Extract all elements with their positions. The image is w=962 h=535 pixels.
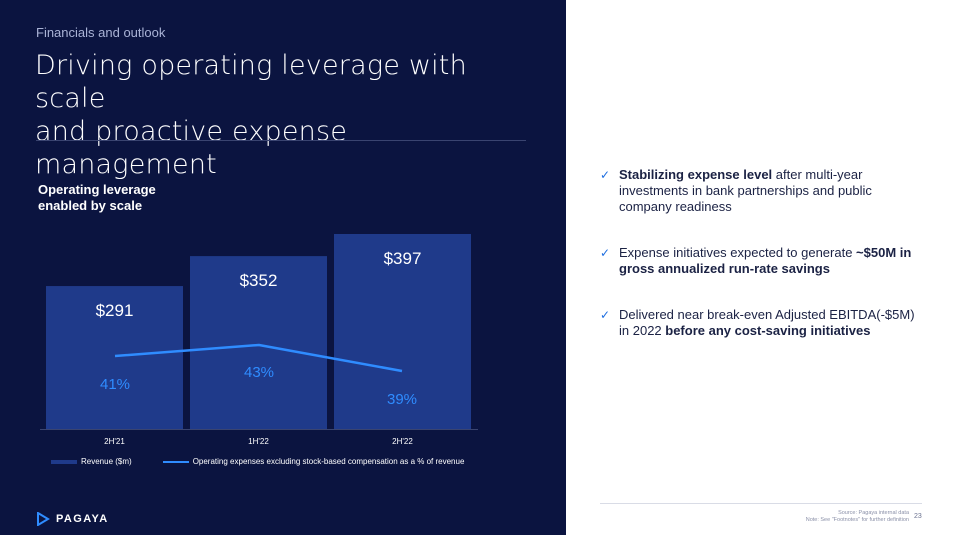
pagaya-logo: PAGAYA: [36, 512, 109, 526]
pagaya-logo-icon: [37, 512, 50, 526]
key-point-2: ✓ Expense initiatives expected to genera…: [600, 245, 920, 277]
opex-series-line: [114, 343, 403, 373]
x-tick-label: 2H'21: [104, 437, 125, 446]
revenue-bar-2H'21: [46, 286, 183, 429]
revenue-bar-label: $397: [384, 249, 422, 268]
opex-data-label: 39%: [387, 391, 417, 408]
key-point-2-bold: ~$50M in gross annualized run-rate savin…: [619, 245, 912, 276]
revenue-bar-label: $291: [96, 301, 134, 320]
section-eyebrow: Financials and outlook: [36, 25, 166, 40]
key-point-1: ✓ Stabilizing expense level after multi-…: [600, 167, 920, 215]
page-number: 23: [914, 513, 922, 520]
key-point-1-bold: Stabilizing expense level: [619, 167, 773, 182]
x-tick-label: 1H'22: [248, 437, 269, 446]
logo-wordmark: PAGAYA: [56, 513, 109, 525]
slide-title: Driving operating leverage with scale an…: [35, 49, 535, 181]
chart-title: Operating leverage enabled by scale: [38, 182, 198, 214]
source-line-2: Note: See "Footnotes" for further defini…: [805, 517, 909, 523]
slide-title-line-1: Driving operating leverage with scale: [35, 50, 467, 114]
opex-data-label: 43%: [244, 364, 274, 381]
source-line-1: Source: Pagaya internal data: [838, 510, 909, 516]
x-tick-label: 2H'22: [392, 437, 413, 446]
revenue-bar-label: $352: [240, 271, 278, 290]
revenue-bar-2H'22: [334, 234, 471, 429]
key-point-3-text: Delivered near break-even Adjusted EBITD…: [619, 307, 915, 338]
legend-revenue-swatch: [51, 459, 77, 464]
slide-title-line-2: and proactive expense management: [35, 116, 348, 180]
footer-divider: [600, 503, 922, 504]
legend-revenue-label: Revenue ($m): [81, 457, 132, 466]
legend-opex-label: Operating expenses excluding stock-based…: [192, 457, 465, 466]
key-point-2-text: Expense initiatives expected to generate: [619, 245, 857, 260]
legend-opex-swatch: [162, 460, 189, 463]
chart-title-line-2: enabled by scale: [38, 198, 143, 213]
check-icon: ✓: [600, 308, 611, 322]
title-divider: [36, 140, 526, 141]
check-icon: ✓: [600, 168, 611, 182]
check-icon: ✓: [600, 246, 611, 260]
key-points-list: ✓ Stabilizing expense level after multi-…: [600, 167, 920, 369]
opex-data-label: 41%: [100, 376, 130, 393]
key-point-1-text: after multi-year investments in bank par…: [619, 167, 872, 214]
key-point-3-bold: before any cost-saving initiatives: [665, 323, 871, 338]
chart-legend: Revenue ($m) Operating expenses excludin…: [51, 457, 464, 466]
revenue-bar-1H'22: [190, 256, 327, 429]
key-point-3: ✓ Delivered near break-even Adjusted EBI…: [600, 307, 920, 339]
chart-title-line-1: Operating leverage: [38, 182, 156, 197]
operating-leverage-chart: $291 2H'21 $352 1H'22 $397 2H'22 41% 43% 39%: [40, 234, 478, 446]
source-note: Source: Pagaya internal data Note: See "…: [806, 510, 909, 524]
